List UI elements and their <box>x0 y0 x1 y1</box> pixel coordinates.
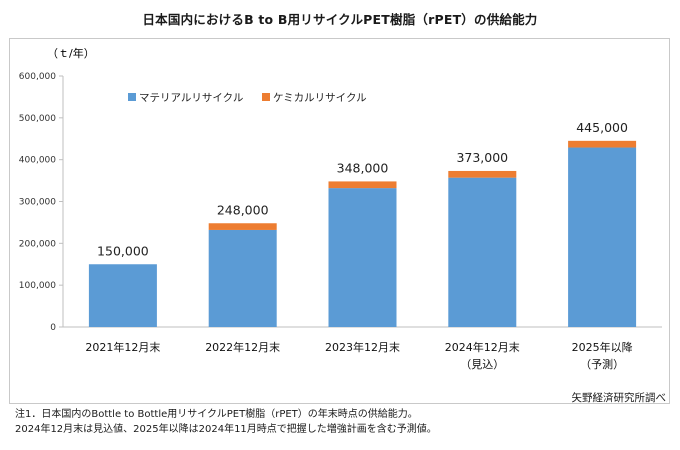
bar-material-recycle <box>88 264 157 327</box>
y-tick-label: 300,000 <box>19 198 56 208</box>
bar-chemical-recycle <box>328 181 397 189</box>
y-tick-label: 0 <box>50 323 56 333</box>
source-label: 矢野経済研究所調べ <box>571 392 667 404</box>
x-category-label: 2021年12月末 <box>85 340 160 354</box>
chart-frame <box>9 38 670 404</box>
legend-material-recycle-swatch <box>128 93 136 101</box>
chart-title: 日本国内におけるB to B用リサイクルPET樹脂（rPET）の供給能力 <box>142 12 538 27</box>
bar-chemical-recycle <box>208 223 277 230</box>
data-label-total: 248,000 <box>217 202 269 217</box>
legend-chemical-recycle-swatch <box>262 93 270 101</box>
data-label-total: 150,000 <box>97 243 149 258</box>
data-label-total: 373,000 <box>456 150 508 165</box>
x-category-label: 2025年以降 <box>572 340 633 354</box>
data-label-total: 445,000 <box>576 120 628 135</box>
x-category-label: 2022年12月末 <box>205 340 280 354</box>
x-category-sublabel: （予測） <box>580 357 624 371</box>
bar-material-recycle <box>448 177 517 327</box>
bar-material-recycle <box>328 188 397 327</box>
y-tick-label: 200,000 <box>19 239 56 249</box>
y-unit-label: （ｔ/年） <box>47 46 95 60</box>
x-category-sublabel: （見込） <box>460 358 504 371</box>
data-label-total: 348,000 <box>337 160 389 175</box>
note-line-1: 注1．日本国内のBottle to Bottle用リサイクルPET樹脂（rPET… <box>15 409 418 420</box>
note-line-2: 2024年12月末は見込値、2025年以降は2024年11月時点で把握した増強計… <box>15 424 437 435</box>
y-tick-label: 500,000 <box>19 114 56 124</box>
x-category-label: 2023年12月末 <box>325 340 400 354</box>
y-tick-label: 400,000 <box>19 156 56 166</box>
legend-chemical-recycle-label: ケミカルリサイクル <box>273 92 367 104</box>
bar-chemical-recycle <box>448 170 517 178</box>
y-tick-label: 600,000 <box>19 72 56 82</box>
bar-material-recycle <box>208 229 277 327</box>
bar-material-recycle <box>568 147 637 327</box>
y-tick-label: 100,000 <box>19 281 56 291</box>
bar-chemical-recycle <box>568 140 637 148</box>
x-category-label: 2024年12月末 <box>445 340 520 354</box>
legend-material-recycle-label: マテリアルリサイクル <box>139 92 243 104</box>
